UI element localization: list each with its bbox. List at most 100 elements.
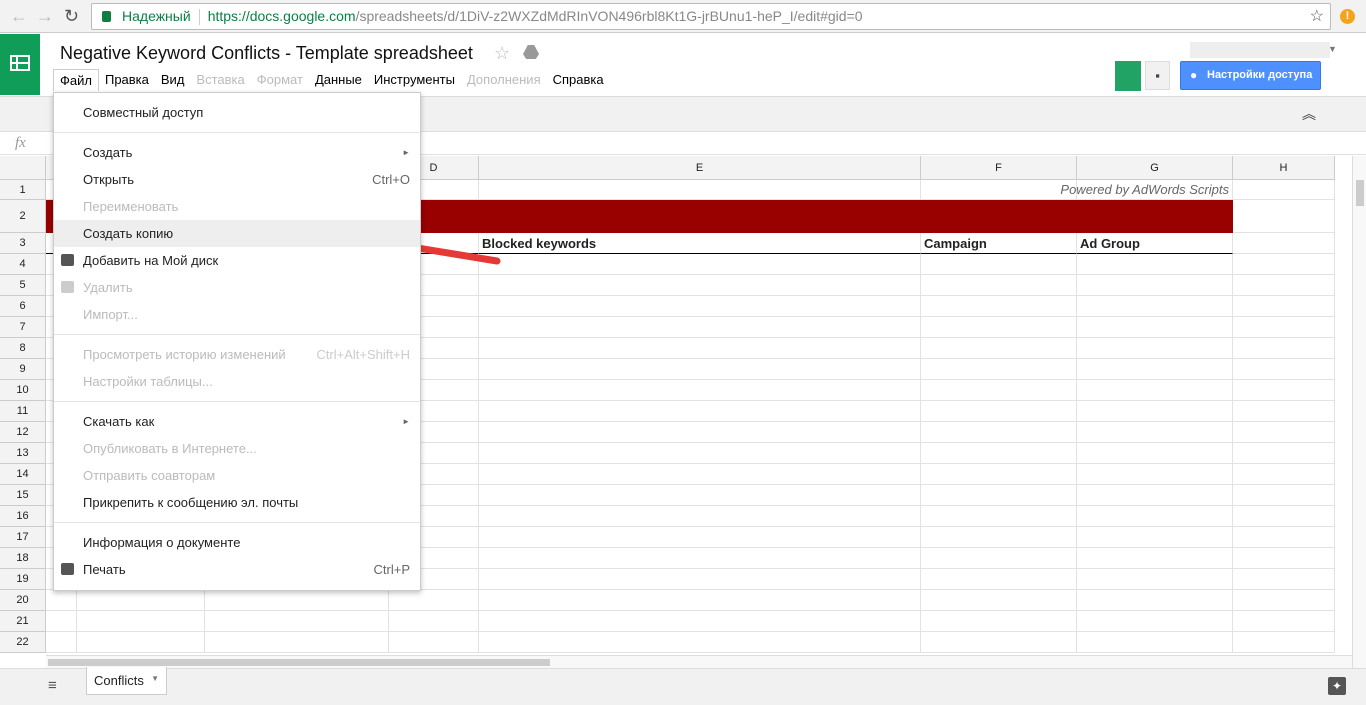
cell-F1[interactable] <box>921 180 1077 200</box>
cell-F15[interactable] <box>921 485 1077 506</box>
document-title[interactable]: Negative Keyword Conflicts - Template sp… <box>60 43 473 63</box>
row-header-19[interactable]: 19 <box>0 569 46 590</box>
cell-E6[interactable] <box>479 296 921 317</box>
comments-icon[interactable]: ▪ <box>1145 61 1170 90</box>
row-header-21[interactable]: 21 <box>0 611 46 632</box>
row-header-22[interactable]: 22 <box>0 632 46 653</box>
cell-F11[interactable] <box>921 401 1077 422</box>
address-bar[interactable]: Надежный https://docs.google.com/spreadsh… <box>91 3 1331 30</box>
menu-6[interactable]: Инструменты <box>373 72 455 87</box>
cell-G14[interactable] <box>1077 464 1233 485</box>
cell-H9[interactable] <box>1233 359 1335 380</box>
cell-D16[interactable] <box>389 506 479 527</box>
cell-D21[interactable] <box>389 611 479 632</box>
row-header-18[interactable]: 18 <box>0 548 46 569</box>
row-header-9[interactable]: 9 <box>0 359 46 380</box>
cell-E15[interactable] <box>479 485 921 506</box>
cell-E4[interactable] <box>479 254 921 275</box>
cell-D17[interactable] <box>389 527 479 548</box>
row-header-13[interactable]: 13 <box>0 443 46 464</box>
file-menu-item-18[interactable]: Информация о документе <box>54 529 420 556</box>
cell-H14[interactable] <box>1233 464 1335 485</box>
cell-G2[interactable] <box>1077 200 1233 233</box>
cell-H8[interactable] <box>1233 338 1335 359</box>
cell-D6[interactable] <box>389 296 479 317</box>
cell-G7[interactable] <box>1077 317 1233 338</box>
select-all-corner[interactable] <box>0 156 46 180</box>
cell-G4[interactable] <box>1077 254 1233 275</box>
cell-H6[interactable] <box>1233 296 1335 317</box>
file-menu-item-13[interactable]: Скачать как ► <box>54 408 420 435</box>
row-header-11[interactable]: 11 <box>0 401 46 422</box>
reload-icon[interactable]: ↻ <box>64 6 80 26</box>
row-header-1[interactable]: 1 <box>0 180 46 200</box>
cell-F8[interactable] <box>921 338 1077 359</box>
cell-B22[interactable] <box>77 632 205 653</box>
cell-E8[interactable] <box>479 338 921 359</box>
cell-H1[interactable] <box>1233 180 1335 200</box>
cell-F22[interactable] <box>921 632 1077 653</box>
cell-E12[interactable] <box>479 422 921 443</box>
cell-H10[interactable] <box>1233 380 1335 401</box>
menu-4[interactable]: Формат <box>256 72 303 87</box>
cell-E10[interactable] <box>479 380 921 401</box>
file-menu-item-15[interactable]: Отправить соавторам <box>54 462 420 489</box>
file-menu-item-11[interactable]: Настройки таблицы... <box>54 368 420 395</box>
vertical-scrollbar[interactable] <box>1352 156 1366 668</box>
cell-F10[interactable] <box>921 380 1077 401</box>
cell-D5[interactable] <box>389 275 479 296</box>
file-menu-item-7[interactable]: Удалить <box>54 274 420 301</box>
menu-3[interactable]: Вставка <box>196 72 245 87</box>
menu-1[interactable]: Правка <box>104 72 149 87</box>
cell-E19[interactable] <box>479 569 921 590</box>
cell-D1[interactable] <box>389 180 479 200</box>
cell-F17[interactable] <box>921 527 1077 548</box>
row-header-16[interactable]: 16 <box>0 506 46 527</box>
cell-E20[interactable] <box>479 590 921 611</box>
cell-F21[interactable] <box>921 611 1077 632</box>
row-header-8[interactable]: 8 <box>0 338 46 359</box>
cell-E7[interactable] <box>479 317 921 338</box>
file-menu-item-10[interactable]: Просмотреть историю изменений Ctrl+Alt+Sh… <box>54 341 420 368</box>
cell-H21[interactable] <box>1233 611 1335 632</box>
row-header-3[interactable]: 3 <box>0 233 46 254</box>
cell-G18[interactable] <box>1077 548 1233 569</box>
cell-G13[interactable] <box>1077 443 1233 464</box>
star-icon[interactable]: ☆ <box>494 43 511 63</box>
row-header-7[interactable]: 7 <box>0 317 46 338</box>
cell-G19[interactable] <box>1077 569 1233 590</box>
cell-D19[interactable] <box>389 569 479 590</box>
cell-F4[interactable] <box>921 254 1077 275</box>
cell-G16[interactable] <box>1077 506 1233 527</box>
cell-D8[interactable] <box>389 338 479 359</box>
vertical-scroll-thumb[interactable] <box>1356 180 1364 206</box>
cell-E2[interactable] <box>479 200 921 233</box>
cell-F2[interactable] <box>921 200 1077 233</box>
cell-B21[interactable] <box>77 611 205 632</box>
cell-H22[interactable] <box>1233 632 1335 653</box>
cell-G10[interactable] <box>1077 380 1233 401</box>
menu-7[interactable]: Дополнения <box>466 72 541 87</box>
cell-G15[interactable] <box>1077 485 1233 506</box>
file-menu-item-0[interactable]: Совместный доступ <box>54 99 420 126</box>
cell-D12[interactable] <box>389 422 479 443</box>
cell-A20[interactable] <box>46 590 77 611</box>
file-menu-item-19[interactable]: Печать Ctrl+P <box>54 556 420 583</box>
cell-B20[interactable] <box>77 590 205 611</box>
tab-dropdown-icon[interactable]: ▼ <box>151 674 159 683</box>
cell-G20[interactable] <box>1077 590 1233 611</box>
account-dropdown-icon[interactable]: ▼ <box>1328 44 1337 54</box>
cell-H11[interactable] <box>1233 401 1335 422</box>
cell-H13[interactable] <box>1233 443 1335 464</box>
cell-G1[interactable] <box>1077 180 1233 200</box>
cell-G6[interactable] <box>1077 296 1233 317</box>
cell-F13[interactable] <box>921 443 1077 464</box>
sheet-tab-conflicts[interactable]: Conflicts ▼ <box>86 667 167 695</box>
cell-G11[interactable] <box>1077 401 1233 422</box>
cell-F14[interactable] <box>921 464 1077 485</box>
menu-8[interactable]: Справка <box>552 72 604 87</box>
cell-H19[interactable] <box>1233 569 1335 590</box>
addon-icon[interactable] <box>1115 61 1141 91</box>
cell-E21[interactable] <box>479 611 921 632</box>
file-menu-item-6[interactable]: Добавить на Мой диск <box>54 247 420 274</box>
